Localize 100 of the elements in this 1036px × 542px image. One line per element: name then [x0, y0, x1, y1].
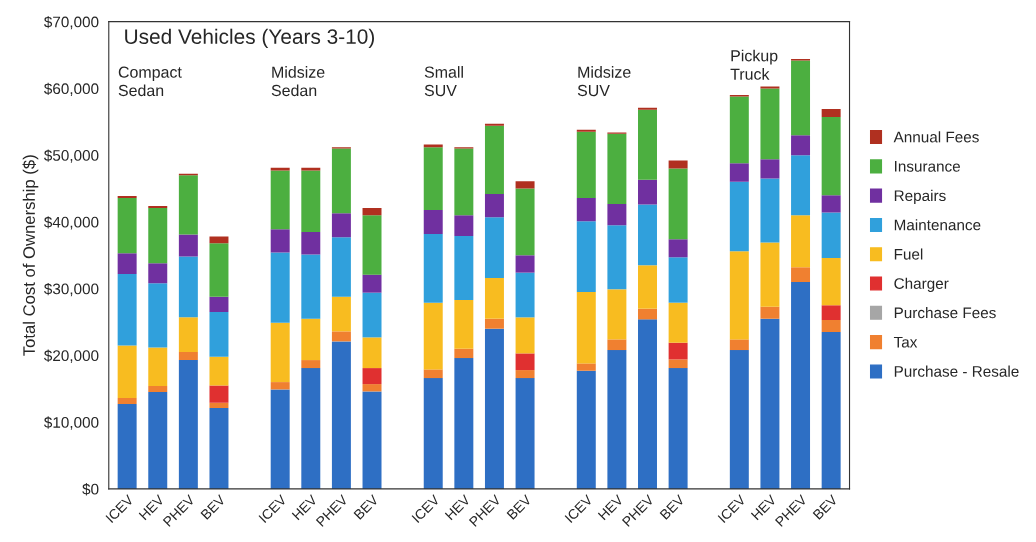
y-tick-label: $70,000	[44, 15, 99, 30]
bar	[760, 306, 780, 319]
bar	[576, 131, 596, 198]
y-tick-label: $30,000	[44, 282, 99, 297]
bar	[117, 195, 137, 198]
bar	[178, 175, 198, 235]
bar	[607, 203, 627, 226]
bar	[362, 215, 382, 275]
bar	[362, 368, 382, 385]
y-tick-label: $0	[82, 483, 99, 496]
bar	[515, 370, 535, 379]
bar	[576, 129, 596, 132]
bar	[638, 308, 657, 320]
bar	[515, 353, 535, 371]
bar	[117, 273, 137, 346]
bar	[760, 159, 780, 179]
bar	[607, 225, 627, 290]
bar	[821, 332, 841, 489]
bar	[484, 217, 504, 278]
bar	[209, 236, 229, 244]
bar	[668, 239, 688, 258]
bar	[638, 265, 657, 309]
bar	[209, 402, 229, 409]
legend-label: Annual Fees	[893, 131, 979, 143]
bar	[270, 167, 290, 171]
bar	[117, 253, 137, 274]
bar	[270, 389, 290, 489]
bar	[668, 257, 688, 303]
bar	[209, 408, 229, 489]
bar	[821, 195, 841, 213]
bar	[423, 147, 443, 210]
bar	[484, 123, 504, 126]
bar	[791, 135, 811, 156]
bar	[117, 404, 137, 489]
bar	[729, 251, 749, 340]
bar	[148, 207, 168, 264]
bar	[760, 178, 780, 243]
bar	[331, 237, 351, 297]
bar	[821, 109, 841, 118]
bar	[209, 243, 229, 297]
bar	[515, 181, 535, 189]
bar	[362, 292, 382, 338]
bar	[362, 337, 382, 369]
y-tick-label: $10,000	[44, 416, 99, 430]
bar	[576, 197, 596, 222]
bar	[638, 319, 657, 489]
bar	[760, 318, 780, 489]
bar	[423, 378, 443, 489]
bar	[270, 252, 290, 323]
bar	[791, 267, 811, 282]
bar	[729, 163, 749, 182]
bar	[576, 221, 596, 292]
bar	[760, 242, 780, 307]
legend-label: Repairs	[894, 189, 946, 205]
bar	[178, 256, 198, 318]
bar	[301, 368, 321, 489]
bar	[668, 168, 688, 240]
annotation: Midsize SUV	[577, 66, 631, 97]
bar	[515, 255, 535, 273]
annotation: Midsize Sedan	[271, 66, 325, 97]
bar	[729, 96, 749, 164]
bar	[668, 368, 688, 489]
bar	[454, 300, 474, 349]
legend-label: Maintenance	[894, 219, 981, 231]
y-axis-title: Total Cost of Ownership ($)	[22, 155, 39, 356]
bar	[362, 384, 382, 392]
bar	[791, 60, 811, 136]
bar	[270, 170, 290, 230]
bar	[423, 144, 443, 148]
bar	[148, 263, 168, 284]
bar	[362, 391, 382, 489]
bar	[484, 328, 504, 489]
bar	[791, 155, 811, 216]
bar	[607, 350, 627, 489]
bar	[454, 348, 474, 359]
legend-label: Charger	[894, 277, 949, 292]
bar	[148, 205, 168, 208]
annotation: Compact Sedan	[118, 66, 182, 97]
bar	[576, 363, 596, 371]
bar	[178, 234, 198, 257]
bar	[484, 277, 504, 319]
legend-label: Insurance	[895, 161, 961, 172]
bar	[301, 170, 321, 232]
bar	[821, 305, 841, 321]
bar	[362, 274, 382, 293]
bar	[178, 317, 198, 353]
y-tick-label: $40,000	[44, 216, 99, 230]
legend-label: Purchase - Resale	[894, 365, 1019, 377]
bar	[607, 339, 627, 351]
legend-label: Fuel	[894, 248, 923, 260]
bar	[331, 296, 351, 332]
bar	[301, 360, 321, 369]
bar	[270, 382, 290, 390]
bar	[729, 339, 749, 351]
bar	[515, 317, 535, 354]
bar	[301, 231, 321, 255]
bar	[178, 360, 198, 489]
chart-title: Used Vehicles (Years 3-10)	[125, 28, 374, 49]
bar	[760, 86, 780, 89]
bar	[301, 318, 321, 361]
